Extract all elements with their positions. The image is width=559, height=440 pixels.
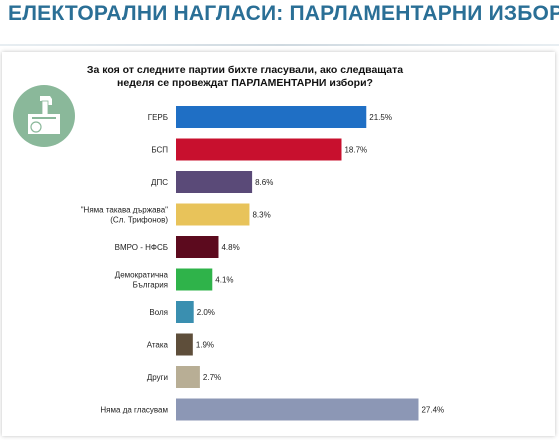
category-label-4: ВМРО - НФСБ [115, 243, 168, 252]
category-label-2: ДПС [151, 178, 168, 187]
value-label-8: 2.7% [203, 373, 221, 382]
bar-4 [176, 236, 219, 258]
bar-3 [176, 203, 250, 226]
value-label-6: 2.0% [197, 308, 215, 317]
value-label-9: 27.4% [421, 406, 444, 415]
category-label-6: Воля [149, 308, 168, 317]
title-divider [0, 44, 559, 46]
bar-9 [176, 398, 419, 421]
category-label-3: "Няма такава държава" (Сл. Трифонов) [81, 206, 169, 225]
ballot-box-icon [13, 85, 75, 147]
category-label-0: ГЕРБ [148, 113, 168, 122]
bar-1 [176, 138, 342, 161]
value-label-2: 8.6% [255, 178, 273, 187]
bar-0 [176, 106, 367, 128]
bar-7 [176, 333, 193, 356]
bar-2 [176, 171, 253, 193]
page-title: ЕЛЕКТОРАЛНИ НАГЛАСИ: ПАРЛАМЕНТАРНИ ИЗБОР… [8, 2, 559, 25]
value-label-5: 4.1% [215, 276, 233, 285]
bar-5 [176, 268, 213, 291]
bar-8 [176, 366, 200, 388]
chart-title: За коя от следните партии бихте гласувал… [86, 64, 404, 89]
value-label-3: 8.3% [252, 211, 270, 220]
category-label-7: Атака [147, 341, 169, 350]
value-label-0: 21.5% [369, 113, 392, 122]
value-label-1: 18.7% [344, 146, 367, 155]
category-label-1: БСП [151, 146, 168, 155]
value-label-4: 4.8% [221, 243, 239, 252]
value-label-7: 1.9% [196, 341, 214, 350]
category-label-5: Демократична България [115, 271, 169, 290]
category-label-8: Други [147, 373, 168, 382]
bar-6 [176, 301, 194, 323]
category-label-9: Няма да гласувам [100, 406, 168, 415]
